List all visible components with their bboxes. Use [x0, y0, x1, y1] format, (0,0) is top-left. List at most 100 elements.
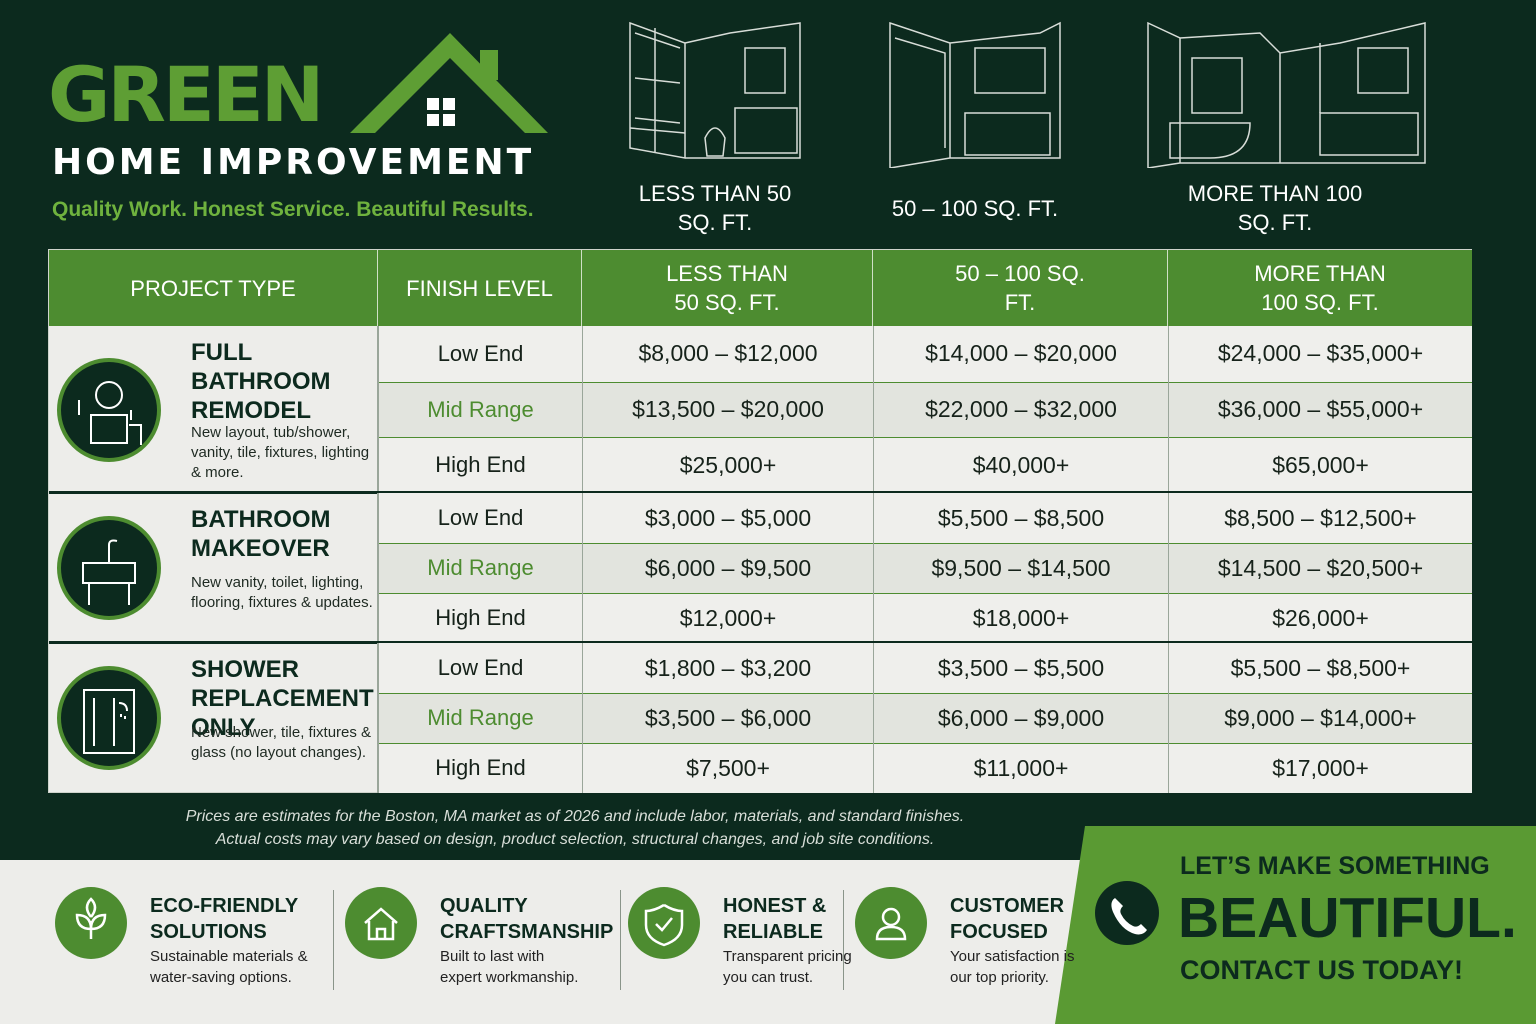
price-cell: $40,000+: [873, 437, 1168, 494]
bathroom-sketches: [629, 21, 1426, 168]
cta-panel: [1055, 826, 1536, 1024]
footnote-line: Actual costs may vary based on design, p…: [215, 831, 935, 848]
price-cell: $7,500+: [582, 743, 873, 793]
row-bg: [378, 543, 1472, 593]
finish-level: Low End: [378, 326, 582, 382]
project-title: FULL BATHROOM REMODEL: [191, 339, 331, 424]
finish-level: Low End: [378, 643, 582, 693]
project-title: BATHROOM MAKEOVER: [191, 506, 331, 562]
price-cell: $3,500 – $6,000: [582, 693, 873, 743]
project-icon: .i{fill:none;stroke:#fff;stroke-width:2}: [57, 666, 161, 770]
row-bg: [378, 437, 1472, 494]
finish-level: High End: [378, 437, 582, 494]
price-cell: $5,500 – $8,500: [873, 493, 1168, 543]
subtitle: HOME IMPROVEMENT: [52, 142, 535, 183]
icon-art: [875, 907, 907, 941]
header-cell: PROJECT TYPE: [49, 250, 378, 326]
icon-art: .i{fill:none;stroke:#fff;stroke-width:2}: [78, 380, 142, 445]
row-bg: [378, 593, 1472, 643]
price-cell: $6,000 – $9,000: [873, 693, 1168, 743]
icon-art: [75, 897, 107, 939]
price-cell: $8,000 – $12,000: [582, 326, 873, 382]
feature-icon: [55, 887, 127, 959]
price-cell: $3,500 – $5,500: [873, 643, 1168, 693]
price-cell: $14,500 – $20,500+: [1168, 543, 1472, 593]
feature-description: Sustainable materials & water-saving opt…: [150, 948, 308, 986]
project-description: New shower, tile, fixtures & glass (no l…: [191, 724, 372, 761]
feature-title: HONEST & RELIABLE: [723, 895, 827, 943]
size-label: 50 – 100 SQ. FT.: [891, 195, 1059, 221]
row-bg: [378, 493, 1472, 543]
finish-level: High End: [378, 743, 582, 793]
footnote: Prices are estimates for the Boston, MA …: [60, 805, 1090, 851]
price-cell: $25,000+: [582, 437, 873, 494]
feature-divider: [843, 890, 844, 990]
row-bg: [378, 693, 1472, 743]
finish-level: Mid Range: [378, 381, 582, 438]
price-cell: $1,800 – $3,200: [582, 643, 873, 693]
project-divider: [377, 326, 378, 494]
icon-art: [364, 907, 398, 941]
project-divider: [377, 493, 378, 643]
price-cell: $65,000+: [1168, 437, 1472, 494]
feature-title: QUALITY CRAFTSMANSHIP: [440, 895, 614, 943]
row-bg: [378, 643, 1472, 693]
project-icon: .i{fill:none;stroke:#fff;stroke-width:2}: [57, 516, 161, 620]
header-cell: FINISH LEVEL: [378, 250, 582, 326]
price-cell: $22,000 – $32,000: [873, 381, 1168, 438]
feature-title: CUSTOMER FOCUSED: [950, 895, 1065, 943]
price-cell: $24,000 – $35,000+: [1168, 326, 1472, 382]
price-cell: $26,000+: [1168, 593, 1472, 643]
price-cell: $11,000+: [873, 743, 1168, 793]
price-cell: $3,000 – $5,000: [582, 493, 873, 543]
brand: GREEN: [48, 50, 324, 139]
feature-icon: [628, 887, 700, 959]
feature-icon: [855, 887, 927, 959]
cta-line1: LET’S MAKE SOMETHING: [1180, 852, 1490, 880]
header-cell: 50 – 100 SQ. FT.: [873, 250, 1168, 326]
icon-art: [644, 903, 684, 947]
project-title: SHOWER REPLACEMENT ONLY: [191, 656, 374, 741]
finish-level: Mid Range: [378, 543, 582, 593]
project-divider: [377, 643, 378, 793]
price-cell: $9,500 – $14,500: [873, 543, 1168, 593]
price-cell: $17,000+: [1168, 743, 1472, 793]
feature-description: Built to last with expert workmanship.: [440, 948, 579, 986]
price-cell: $9,000 – $14,000+: [1168, 693, 1472, 743]
group-divider: [49, 491, 1472, 494]
cta-line2: BEAUTIFUL.: [1178, 886, 1517, 950]
group-divider: [49, 641, 1472, 644]
price-cell: $8,500 – $12,500+: [1168, 493, 1472, 543]
price-cell: $13,500 – $20,000: [582, 381, 873, 438]
header-cell: MORE THAN 100 SQ. FT.: [1254, 261, 1386, 315]
price-cell: $6,000 – $9,500: [582, 543, 873, 593]
cta-line3: CONTACT US TODAY!: [1180, 955, 1464, 985]
price-cell: $14,000 – $20,000: [873, 326, 1168, 382]
feature-icon: [345, 887, 417, 959]
header-cell: LESS THAN 50 SQ. FT.: [582, 250, 873, 326]
feature-title: ECO-FRIENDLY SOLUTIONS: [150, 895, 298, 943]
icon-art: .i{fill:none;stroke:#fff;stroke-width:2}: [83, 689, 135, 754]
price-cell: $5,500 – $8,500+: [1168, 643, 1472, 693]
size-label: LESS THAN 50 SQ. FT.: [638, 181, 792, 235]
feature-divider: [620, 890, 621, 990]
footnote-line: Prices are estimates for the Boston, MA …: [185, 808, 965, 825]
row-bg: [378, 326, 1472, 382]
house-logo: [350, 33, 548, 133]
header-row: [49, 250, 1472, 326]
row-bg: [378, 381, 1472, 438]
price-cell: $18,000+: [873, 593, 1168, 643]
feature-description: Transparent pricing you can trust.: [723, 948, 852, 986]
project-description: New vanity, toilet, lighting, flooring, …: [191, 574, 373, 611]
tagline: Quality Work. Honest Service. Beautiful …: [52, 198, 534, 221]
price-table: PROJECT TYPE FINISH LEVEL LESS THAN 50 SQ.…: [48, 249, 1472, 793]
size-label: MORE THAN 100 SQ. FT.: [1187, 181, 1363, 235]
finish-level: High End: [378, 593, 582, 643]
feature-divider: [333, 890, 334, 990]
finish-level: Low End: [378, 493, 582, 543]
project-description: New layout, tub/shower, vanity, tile, fi…: [191, 424, 370, 482]
price-cell: $36,000 – $55,000+: [1168, 381, 1472, 438]
project-icon: .i{fill:none;stroke:#fff;stroke-width:2}: [57, 357, 161, 462]
row-bg: [378, 743, 1472, 793]
